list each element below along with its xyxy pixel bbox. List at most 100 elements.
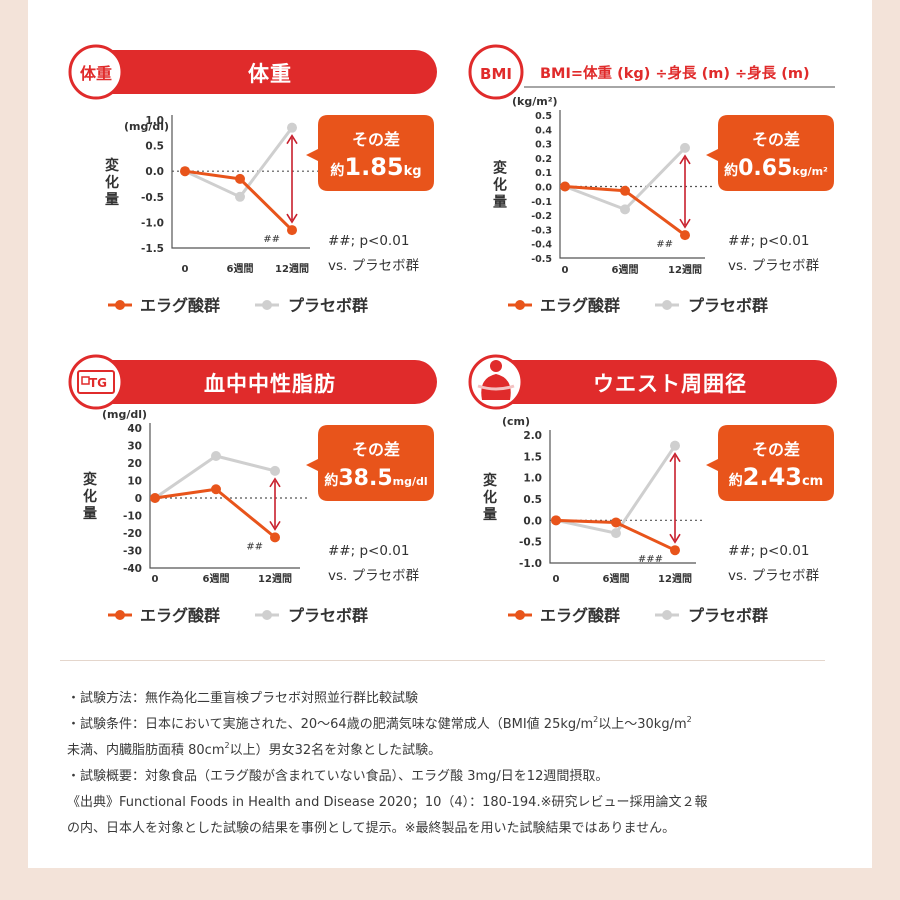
note-method: ・試験方法：無作為化二重盲検プラセボ対照並行群比較試験 — [67, 691, 419, 706]
y-tick-label: 0.0 — [145, 166, 164, 178]
treatment-point — [287, 225, 297, 236]
significance-marker: ## — [263, 234, 280, 245]
badge-label: BMI — [480, 65, 512, 83]
significance-note: ##; p<0.01 — [328, 233, 409, 249]
legend-treatment-label: エラグ酸群 — [140, 606, 220, 625]
legend-treatment-label: エラグ酸群 — [540, 606, 620, 625]
x-tick-label: 6週間 — [227, 263, 254, 275]
y-tick-label: -0.4 — [531, 240, 552, 251]
legend-placebo-label: プラセボ群 — [288, 296, 368, 315]
callout-value: 約0.65kg/m² — [724, 156, 828, 181]
banner-title: 体重 — [248, 62, 292, 86]
significance-compare: vs. プラセボ群 — [728, 258, 820, 274]
y-tick-label: -40 — [123, 563, 142, 575]
placebo-point — [611, 528, 621, 539]
unit-label: (mg/dl) — [102, 408, 147, 421]
chart-svg: 体重 体重 (mg/dl) 変化量 1.0 0.5 0.0 -0.5 -1.0 -1.5 0 6週間 1… — [68, 44, 437, 315]
y-tick-label: 30 — [127, 441, 142, 453]
y-tick-label: -1.0 — [519, 558, 542, 570]
legend-treatment-dot — [515, 300, 525, 310]
significance-note: ##; p<0.01 — [328, 543, 409, 559]
bmi-chart-panel: BMI=体重 (kg) ÷身長 (m) ÷身長 (m) BMI (kg/m²) 変化量… — [460, 40, 860, 340]
significance-marker: ### — [638, 554, 663, 565]
placebo-point — [270, 465, 280, 476]
axis-lines — [171, 115, 310, 249]
title-banner — [495, 360, 837, 404]
y-tick-label: -0.5 — [141, 192, 164, 204]
legend-treatment-dot — [115, 300, 125, 310]
y-tick-label: 0.5 — [145, 141, 164, 153]
treatment-point — [611, 517, 621, 528]
title-banner — [95, 360, 437, 404]
difference-callout — [306, 115, 434, 191]
treatment-point — [670, 545, 680, 556]
y-tick-label: 40 — [127, 423, 142, 435]
y-tick-label: 20 — [127, 458, 142, 470]
divider — [60, 660, 825, 661]
legend-treatment-dot — [515, 610, 525, 620]
legend-placebo-dot — [662, 610, 672, 620]
placebo-point — [211, 451, 221, 461]
significance-compare: vs. プラセボ群 — [328, 258, 420, 274]
y-tick-label: -0.5 — [531, 254, 552, 265]
x-tick-label: 12週間 — [258, 573, 292, 585]
placebo-line — [564, 146, 687, 211]
banner-title: 血中中性脂肪 — [204, 372, 336, 396]
y-tick-label: -10 — [123, 511, 142, 523]
placebo-line — [184, 126, 294, 199]
triglyceride-chart-panel: 血中中性脂肪 TG (mg/dl) 変化量 40 30 20 10 0 -10 -20 -30 -40 0… — [60, 350, 460, 650]
tape-measure-icon — [477, 384, 515, 391]
placebo-point — [680, 142, 690, 153]
note-conditions: ・試験条件：日本において実施された、20〜64歳の肥満気味な健常成人（BMI値 … — [67, 715, 692, 733]
note-conditions-cont: 未満、内臓脂肪面積 80cm2以上）男女32名を対象とした試験。 — [67, 741, 442, 759]
y-axis-title: 変化量 — [483, 472, 497, 523]
y-tick-label: 10 — [127, 476, 142, 488]
treatment-point — [680, 230, 690, 241]
treatment-point — [211, 484, 221, 495]
x-tick-label: 12週間 — [668, 264, 702, 276]
arrow-head-top — [669, 452, 681, 463]
placebo-point — [620, 204, 630, 215]
tg-label: TG — [89, 376, 107, 390]
y-tick-label: 1.0 — [523, 473, 542, 485]
callout-title: その差 — [752, 440, 800, 459]
y-axis-title: 変化量 — [83, 471, 97, 522]
y-tick-label: 1.5 — [523, 451, 542, 463]
difference-callout — [706, 425, 834, 501]
y-tick-label: 0.0 — [523, 515, 542, 527]
significance-compare: vs. プラセボ群 — [328, 568, 420, 584]
y-tick-label: -0.5 — [519, 537, 542, 549]
callout-value: 約2.43cm — [729, 463, 823, 491]
callout-value: 約38.5mg/dl — [324, 466, 427, 491]
significance-note: ##; p<0.01 — [728, 543, 809, 559]
y-tick-label: 1.0 — [145, 115, 164, 127]
x-tick-label: 12週間 — [275, 263, 309, 275]
badge-circle — [68, 44, 124, 100]
placebo-point — [235, 191, 245, 202]
unit-label: (mg/dl) — [124, 120, 169, 133]
bmi-formula: BMI=体重 (kg) ÷身長 (m) ÷身長 (m) — [540, 64, 810, 82]
note-disclaimer: の内、日本人を対象とした試験の結果を事例として提示。※最終製品を用いた試験結果で… — [67, 821, 676, 836]
x-tick-label: 0 — [152, 574, 159, 585]
axis-lines — [559, 110, 705, 259]
y-axis-title: 変化量 — [105, 157, 119, 208]
x-tick-label: 0 — [182, 264, 189, 275]
title-banner — [95, 50, 437, 94]
treatment-point — [560, 181, 570, 192]
note-overview: ・試験概要：対象食品（エラグ酸が含まれていない食品）、エラグ酸 3mg/日を12… — [67, 769, 609, 784]
x-tick-label: 6週間 — [612, 264, 639, 276]
y-tick-label: -1.0 — [141, 217, 164, 229]
arrow-head-top — [286, 134, 298, 145]
y-tick-label: 0 — [135, 493, 142, 505]
treatment-line — [154, 487, 276, 539]
significance-marker: ## — [656, 239, 673, 250]
checkbox-icon — [81, 376, 90, 385]
arrow-head-top — [269, 477, 281, 488]
legend-treatment-label: エラグ酸群 — [140, 296, 220, 315]
axis-lines — [549, 430, 696, 564]
treatment-point — [270, 532, 280, 543]
note-source: 《出典》Functional Foods in Health and Disea… — [67, 795, 708, 810]
placebo-point — [287, 122, 297, 133]
legend-treatment-dot — [115, 610, 125, 620]
arrow-head-bottom — [679, 218, 691, 229]
